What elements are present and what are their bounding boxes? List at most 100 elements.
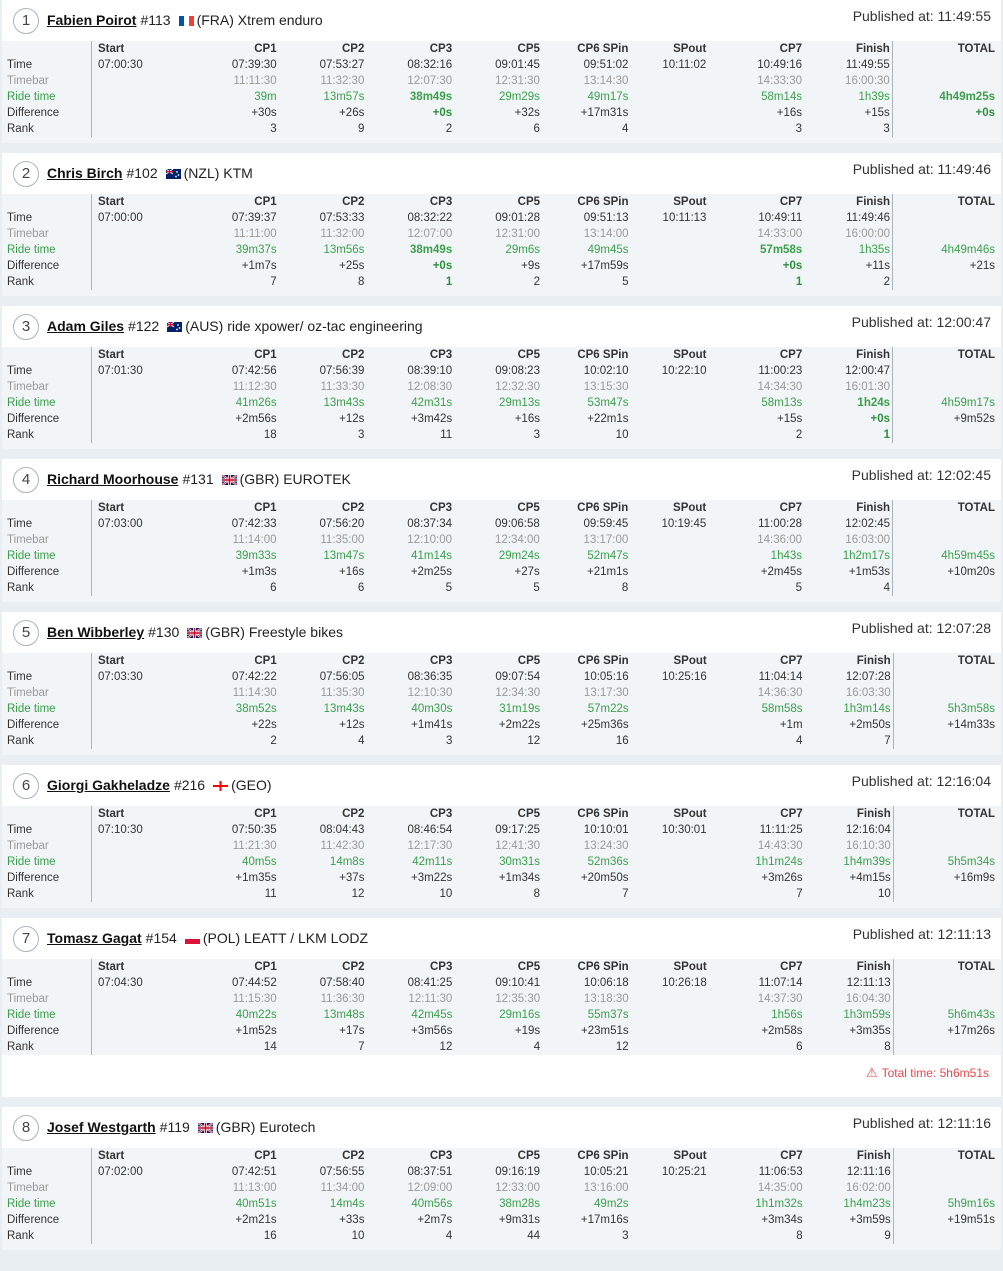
column-header: CP3 bbox=[429, 43, 453, 55]
split-table: Start CP1 CP2 CP3 CP5 CP6 SPin SPout CP7 Finish T… bbox=[2, 347, 1001, 443]
split-table: Start CP1 CP2 CP3 CP5 CP6 SPin SPout CP7 Finish T… bbox=[2, 41, 1001, 137]
timebar-cell: 11:11:00 bbox=[233, 228, 277, 240]
column-header: CP6 SPin bbox=[577, 961, 629, 973]
rank-cell: 6 bbox=[796, 1041, 803, 1053]
timebar-cell: 12:41:30 bbox=[495, 840, 541, 852]
diff-cell: +1m34s bbox=[498, 872, 541, 884]
time-cell: 07:42:22 bbox=[231, 671, 277, 683]
row-label: Rank bbox=[2, 121, 92, 137]
time-cell: 09:51:13 bbox=[583, 212, 629, 224]
rank-cell bbox=[892, 580, 1001, 596]
rider-number: #154 bbox=[145, 930, 177, 946]
diff-cell: +9s bbox=[521, 260, 541, 272]
diff-cell: +16m9s bbox=[892, 870, 1001, 886]
ride-cell: 29m24s bbox=[498, 550, 540, 562]
column-header: CP1 bbox=[254, 43, 277, 55]
time-cell: 07:01:30 bbox=[97, 365, 143, 377]
header-label-cell bbox=[2, 500, 92, 516]
ride-cell: 4h59m17s bbox=[892, 395, 1001, 411]
rider-name-link[interactable]: Giorgi Gakheladze bbox=[47, 777, 170, 793]
column-header: TOTAL bbox=[892, 959, 1001, 975]
diff-cell: +17m26s bbox=[892, 1023, 1001, 1039]
time-cell: 07:56:55 bbox=[319, 1166, 365, 1178]
rank-cell bbox=[892, 1228, 1001, 1244]
row-label: Ride time bbox=[2, 89, 92, 105]
ride-row: Ride time 39m33s 13m47s 41m14s 29m24s 52m47s 1… bbox=[2, 548, 1001, 564]
rank-cell bbox=[892, 1039, 1001, 1055]
row-label: Ride time bbox=[2, 548, 92, 564]
time-cell: 09:10:41 bbox=[495, 977, 541, 989]
time-cell: 07:03:30 bbox=[97, 671, 143, 683]
timebar-cell: 14:36:30 bbox=[757, 687, 803, 699]
time-cell bbox=[892, 1164, 1001, 1180]
timebar-cell bbox=[892, 685, 1001, 701]
timebar-cell bbox=[892, 379, 1001, 395]
rank-cell bbox=[91, 886, 172, 902]
rider-name-link[interactable]: Richard Moorhouse bbox=[47, 471, 179, 487]
diff-cell: +10m20s bbox=[892, 564, 1001, 580]
timebar-cell: 13:16:00 bbox=[583, 1182, 629, 1194]
rider-name-link[interactable]: Fabien Poirot bbox=[47, 12, 137, 28]
timebar-cell bbox=[91, 226, 172, 242]
time-cell: 11:00:23 bbox=[758, 365, 803, 377]
rider-number: #113 bbox=[140, 12, 171, 28]
timebar-cell: 11:15:30 bbox=[232, 993, 277, 1005]
rider-name-link[interactable]: Tomasz Gagat bbox=[47, 930, 142, 946]
row-label: Difference bbox=[2, 1212, 92, 1228]
column-header: CP1 bbox=[254, 502, 277, 514]
time-cell: 07:53:33 bbox=[319, 212, 365, 224]
diff-cell bbox=[631, 717, 709, 733]
diff-cell: +1m3s bbox=[241, 566, 277, 578]
timebar-cell bbox=[91, 838, 172, 854]
timebar-cell: 12:35:30 bbox=[495, 993, 541, 1005]
rider-name-link[interactable]: Chris Birch bbox=[47, 165, 123, 181]
time-cell: 07:56:05 bbox=[319, 671, 365, 683]
time-cell: 07:42:56 bbox=[231, 365, 277, 377]
timebar-row: Timebar 11:11:30 11:32:30 12:07:30 12:31:30 1… bbox=[2, 73, 1001, 89]
rider-team: Eurotech bbox=[259, 1119, 316, 1135]
rider-team: Xtrem enduro bbox=[237, 12, 323, 28]
time-cell: 08:41:25 bbox=[407, 977, 453, 989]
rider-name-link[interactable]: Ben Wibberley bbox=[47, 624, 145, 640]
time-cell: 12:02:45 bbox=[845, 518, 891, 530]
rank-cell bbox=[91, 733, 172, 749]
column-header: Start bbox=[97, 655, 125, 667]
rank-row: Rank 3 9 2 6 4 3 3 bbox=[2, 121, 1001, 137]
published-value: 11:49:55 bbox=[937, 8, 991, 24]
ride-cell: 5h3m58s bbox=[892, 701, 1001, 717]
time-cell: 08:37:34 bbox=[407, 518, 453, 530]
column-header: Start bbox=[97, 808, 125, 820]
diff-cell: +26s bbox=[339, 107, 365, 119]
ride-cell: 29m29s bbox=[498, 91, 540, 103]
header-label-cell bbox=[2, 653, 92, 669]
diff-cell: +1m41s bbox=[411, 719, 453, 731]
header-label-cell bbox=[2, 194, 92, 210]
split-header-row: Start CP1 CP2 CP3 CP5 CP6 SPin SPout CP7 Finish T… bbox=[2, 806, 1001, 822]
column-header: CP5 bbox=[517, 196, 541, 208]
column-header: TOTAL bbox=[891, 41, 1001, 57]
rider-name-link[interactable]: Josef Westgarth bbox=[47, 1119, 156, 1135]
timebar-row: Timebar 11:15:30 11:36:30 12:11:30 12:35:30 1… bbox=[2, 991, 1001, 1007]
diff-cell bbox=[631, 1212, 709, 1228]
column-header: Finish bbox=[856, 196, 891, 208]
diff-cell: +4m15s bbox=[849, 872, 891, 884]
diff-cell: +3m59s bbox=[849, 1214, 891, 1226]
ride-cell: 13m47s bbox=[323, 550, 365, 562]
ride-row: Ride time 38m52s 13m43s 40m30s 31m19s 57m22s 5… bbox=[2, 701, 1001, 717]
column-header: CP6 SPin bbox=[577, 502, 629, 514]
rider-header: 7 Tomasz Gagat #154 (POL) LEATT / LKM LODZ P… bbox=[2, 918, 1001, 959]
diff-cell: +23m51s bbox=[581, 1025, 629, 1037]
card-gap bbox=[0, 908, 1003, 918]
column-header: CP7 bbox=[780, 961, 803, 973]
ride-cell: 39m37s bbox=[235, 244, 277, 256]
timebar-cell: 11:35:00 bbox=[320, 534, 365, 546]
rank-cell bbox=[91, 274, 172, 290]
diff-cell: +1m7s bbox=[241, 260, 277, 272]
time-cell: 11:00:28 bbox=[758, 518, 803, 530]
ride-cell: 40m30s bbox=[411, 703, 453, 715]
rank-cell: 2 bbox=[533, 276, 541, 288]
diff-cell bbox=[91, 1212, 172, 1228]
published-time: Published at: 12:07:28 bbox=[852, 620, 991, 636]
rider-name-link[interactable]: Adam Giles bbox=[47, 318, 125, 334]
rider-card: 3 Adam Giles #122 (AUS) ride xpower/ oz-tac… bbox=[2, 306, 1001, 449]
